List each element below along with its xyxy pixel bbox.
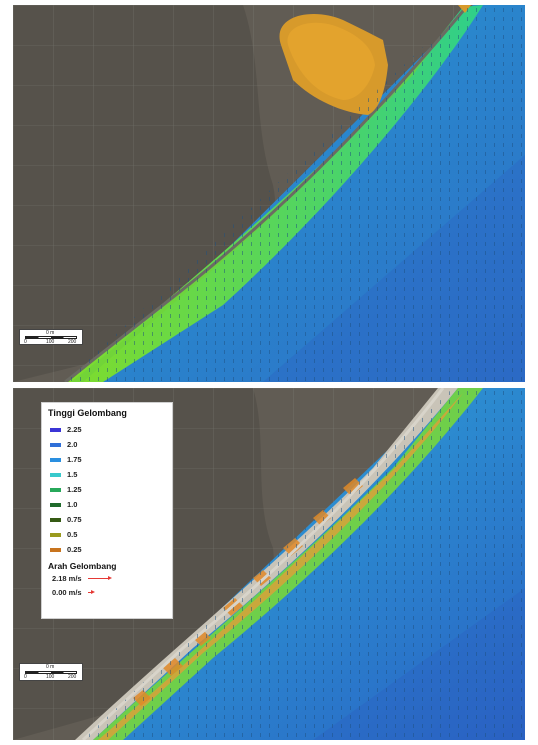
arrow-legend-title: Arah Gelombang — [48, 561, 117, 571]
legend-item: 0.5 — [48, 527, 166, 542]
map-panel-top: 0 m 0 100 200 — [13, 5, 525, 382]
scale-bar-graphic — [25, 336, 77, 339]
scale-bar: 0 m 0 100 200 — [19, 329, 83, 345]
legend-swatch — [50, 457, 61, 462]
legend-label: 1.25 — [67, 485, 82, 494]
sand-lobe-inner — [287, 22, 375, 101]
legend-swatch — [50, 487, 61, 492]
scale-bar: 0 m 0 100 200 — [19, 663, 83, 681]
arrow-icon — [87, 589, 95, 594]
legend-item: 1.0 — [48, 497, 166, 512]
arrow-icon — [87, 575, 112, 580]
scale-top-label: 0 m — [46, 664, 55, 670]
scale-label-0: 0 — [24, 339, 27, 345]
legend-swatch — [50, 442, 61, 447]
scale-label-100: 100 — [46, 339, 55, 345]
legend-item: 2.25 — [48, 422, 166, 437]
legend-title: Tinggi Gelombang — [48, 408, 127, 418]
legend-item: 1.25 — [48, 482, 166, 497]
scale-label-200: 200 — [68, 674, 77, 680]
arrow-legend-label: 2.18 m/s — [52, 573, 82, 583]
legend-item: 0.75 — [48, 512, 166, 527]
legend-item: 2.0 — [48, 437, 166, 452]
scale-label-100: 100 — [46, 674, 55, 680]
legend-swatch — [50, 547, 61, 552]
legend: Tinggi Gelombang 2.25 2.0 1.75 1.5 1.25 … — [41, 402, 173, 619]
legend-swatch — [50, 427, 61, 432]
scale-top-label: 0 m — [46, 330, 55, 336]
legend-label: 2.25 — [67, 425, 82, 434]
arrow-legend-item: 2.18 m/s — [48, 571, 166, 585]
legend-label: 1.5 — [67, 470, 78, 479]
legend-item: 0.25 — [48, 542, 166, 557]
legend-swatch — [50, 517, 61, 522]
legend-label: 0.75 — [67, 515, 82, 524]
legend-swatch — [50, 532, 61, 537]
legend-swatch — [50, 472, 61, 477]
arrow-legend-label: 0.00 m/s — [52, 587, 82, 597]
map-panel-bottom: Tinggi Gelombang 2.25 2.0 1.75 1.5 1.25 … — [13, 388, 525, 740]
wave-height-map-top — [13, 5, 525, 382]
scale-bar-graphic — [25, 671, 77, 674]
scale-label-200: 200 — [68, 339, 77, 345]
legend-label: 1.0 — [67, 500, 78, 509]
legend-label: 1.75 — [67, 455, 82, 464]
legend-label: 0.25 — [67, 545, 82, 554]
arrow-legend-item: 0.00 m/s — [48, 585, 166, 599]
legend-item: 1.75 — [48, 452, 166, 467]
scale-label-0: 0 — [24, 674, 27, 680]
legend-label: 2.0 — [67, 440, 78, 449]
legend-swatch — [50, 502, 61, 507]
legend-label: 0.5 — [67, 530, 78, 539]
legend-item: 1.5 — [48, 467, 166, 482]
